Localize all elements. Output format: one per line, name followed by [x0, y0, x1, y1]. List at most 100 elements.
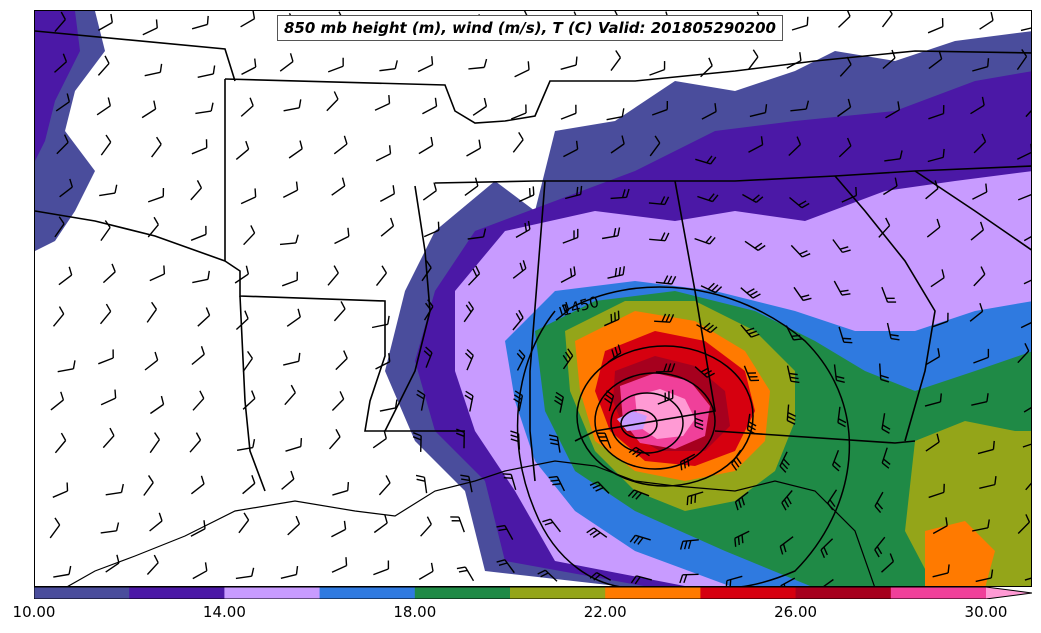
wind-barb	[144, 351, 159, 371]
wind-barb	[979, 476, 997, 489]
colorbar-segment	[700, 587, 797, 599]
wind-barb	[327, 265, 339, 286]
wind-barb	[833, 364, 845, 383]
wind-barb	[927, 148, 945, 163]
wind-barb	[785, 325, 803, 341]
wind-barb	[1017, 193, 1031, 201]
border-line	[35, 30, 236, 82]
wind-barb	[925, 180, 939, 200]
wind-barb	[468, 58, 488, 70]
wind-barb	[375, 353, 391, 370]
wind-barb	[779, 451, 790, 473]
border-line	[35, 210, 226, 262]
wind-barb	[149, 265, 166, 282]
wind-barb	[610, 188, 630, 200]
wind-barb	[243, 225, 256, 246]
wind-barb	[694, 235, 716, 245]
wind-barb	[649, 232, 670, 242]
wind-barb	[554, 391, 564, 413]
wind-barb	[607, 344, 622, 363]
wind-barb	[96, 97, 111, 116]
wind-barb	[1025, 477, 1031, 491]
colorbar-segment	[605, 587, 701, 599]
contour-line	[564, 286, 850, 586]
wind-barb	[932, 564, 950, 578]
colorbar	[34, 587, 1032, 599]
wind-barb	[820, 538, 834, 559]
wind-barb	[54, 11, 66, 33]
height-contours	[516, 286, 850, 586]
wind-barb	[192, 562, 208, 580]
wind-barb	[373, 560, 390, 576]
wind-barb	[649, 61, 666, 76]
wind-barb	[190, 475, 205, 495]
wind-barb	[841, 186, 858, 203]
wind-barb	[1020, 319, 1031, 329]
wind-barb	[740, 287, 761, 299]
wind-barb	[928, 105, 945, 120]
wind-barb	[701, 103, 717, 120]
wind-barb	[837, 98, 852, 118]
wind-barb	[380, 217, 395, 237]
wind-barb	[420, 516, 432, 537]
wind-barb	[510, 430, 521, 450]
wind-barb	[235, 310, 249, 331]
wind-barb	[970, 96, 985, 115]
wind-barb	[283, 352, 301, 366]
wind-barb	[610, 50, 622, 72]
wind-barb	[679, 573, 699, 584]
wind-barb	[57, 360, 76, 373]
colorbar-tick-label: 18.00	[393, 603, 437, 621]
wind-barb	[417, 56, 434, 73]
wind-barb	[833, 280, 851, 296]
wind-barb	[973, 348, 990, 364]
wind-barb	[100, 522, 120, 534]
wind-barb	[560, 56, 578, 70]
wind-barb	[686, 491, 704, 506]
wind-barb	[788, 136, 802, 157]
wind-barb	[589, 571, 612, 581]
wind-barb	[926, 218, 941, 238]
wind-barb	[1023, 276, 1031, 285]
wind-barb	[969, 302, 984, 322]
wind-barb	[415, 474, 428, 494]
colorbar-tick-label: 30.00	[964, 603, 1008, 621]
wind-barb	[746, 413, 757, 435]
wind-barb	[284, 384, 296, 406]
wind-barb	[146, 554, 159, 575]
wind-barb	[496, 524, 514, 540]
border-line	[239, 295, 266, 492]
wind-barb	[630, 575, 652, 585]
wind-barb	[331, 391, 345, 411]
wind-barb	[924, 393, 942, 407]
wind-barb	[416, 389, 426, 411]
wind-barb	[928, 50, 943, 70]
wind-barb	[838, 137, 852, 158]
wind-barb	[881, 553, 895, 573]
wind-barb	[331, 520, 347, 538]
wind-barb	[747, 49, 759, 71]
wind-barb	[838, 11, 851, 28]
wind-barb	[279, 234, 299, 246]
wind-barb	[874, 491, 884, 514]
wind-barb	[283, 99, 302, 112]
wind-barb	[56, 134, 69, 155]
colorbar-extension	[986, 587, 1032, 599]
wind-barb	[563, 140, 579, 158]
wind-barb	[627, 489, 650, 500]
wind-barb	[791, 16, 809, 31]
colorbar-tick-label: 26.00	[774, 603, 818, 621]
wind-barb	[604, 390, 615, 412]
wind-barb	[240, 188, 257, 205]
wind-barb	[100, 134, 112, 156]
wind-barb	[695, 155, 717, 165]
wind-barb	[379, 60, 398, 72]
wind-barb	[734, 530, 750, 547]
wind-barb	[502, 473, 517, 490]
wind-barb	[925, 348, 941, 366]
wind-barb	[679, 539, 699, 550]
wind-barb	[55, 93, 71, 112]
wind-barb	[1023, 403, 1031, 413]
wind-barb	[1016, 49, 1028, 71]
wind-barb	[423, 299, 434, 321]
